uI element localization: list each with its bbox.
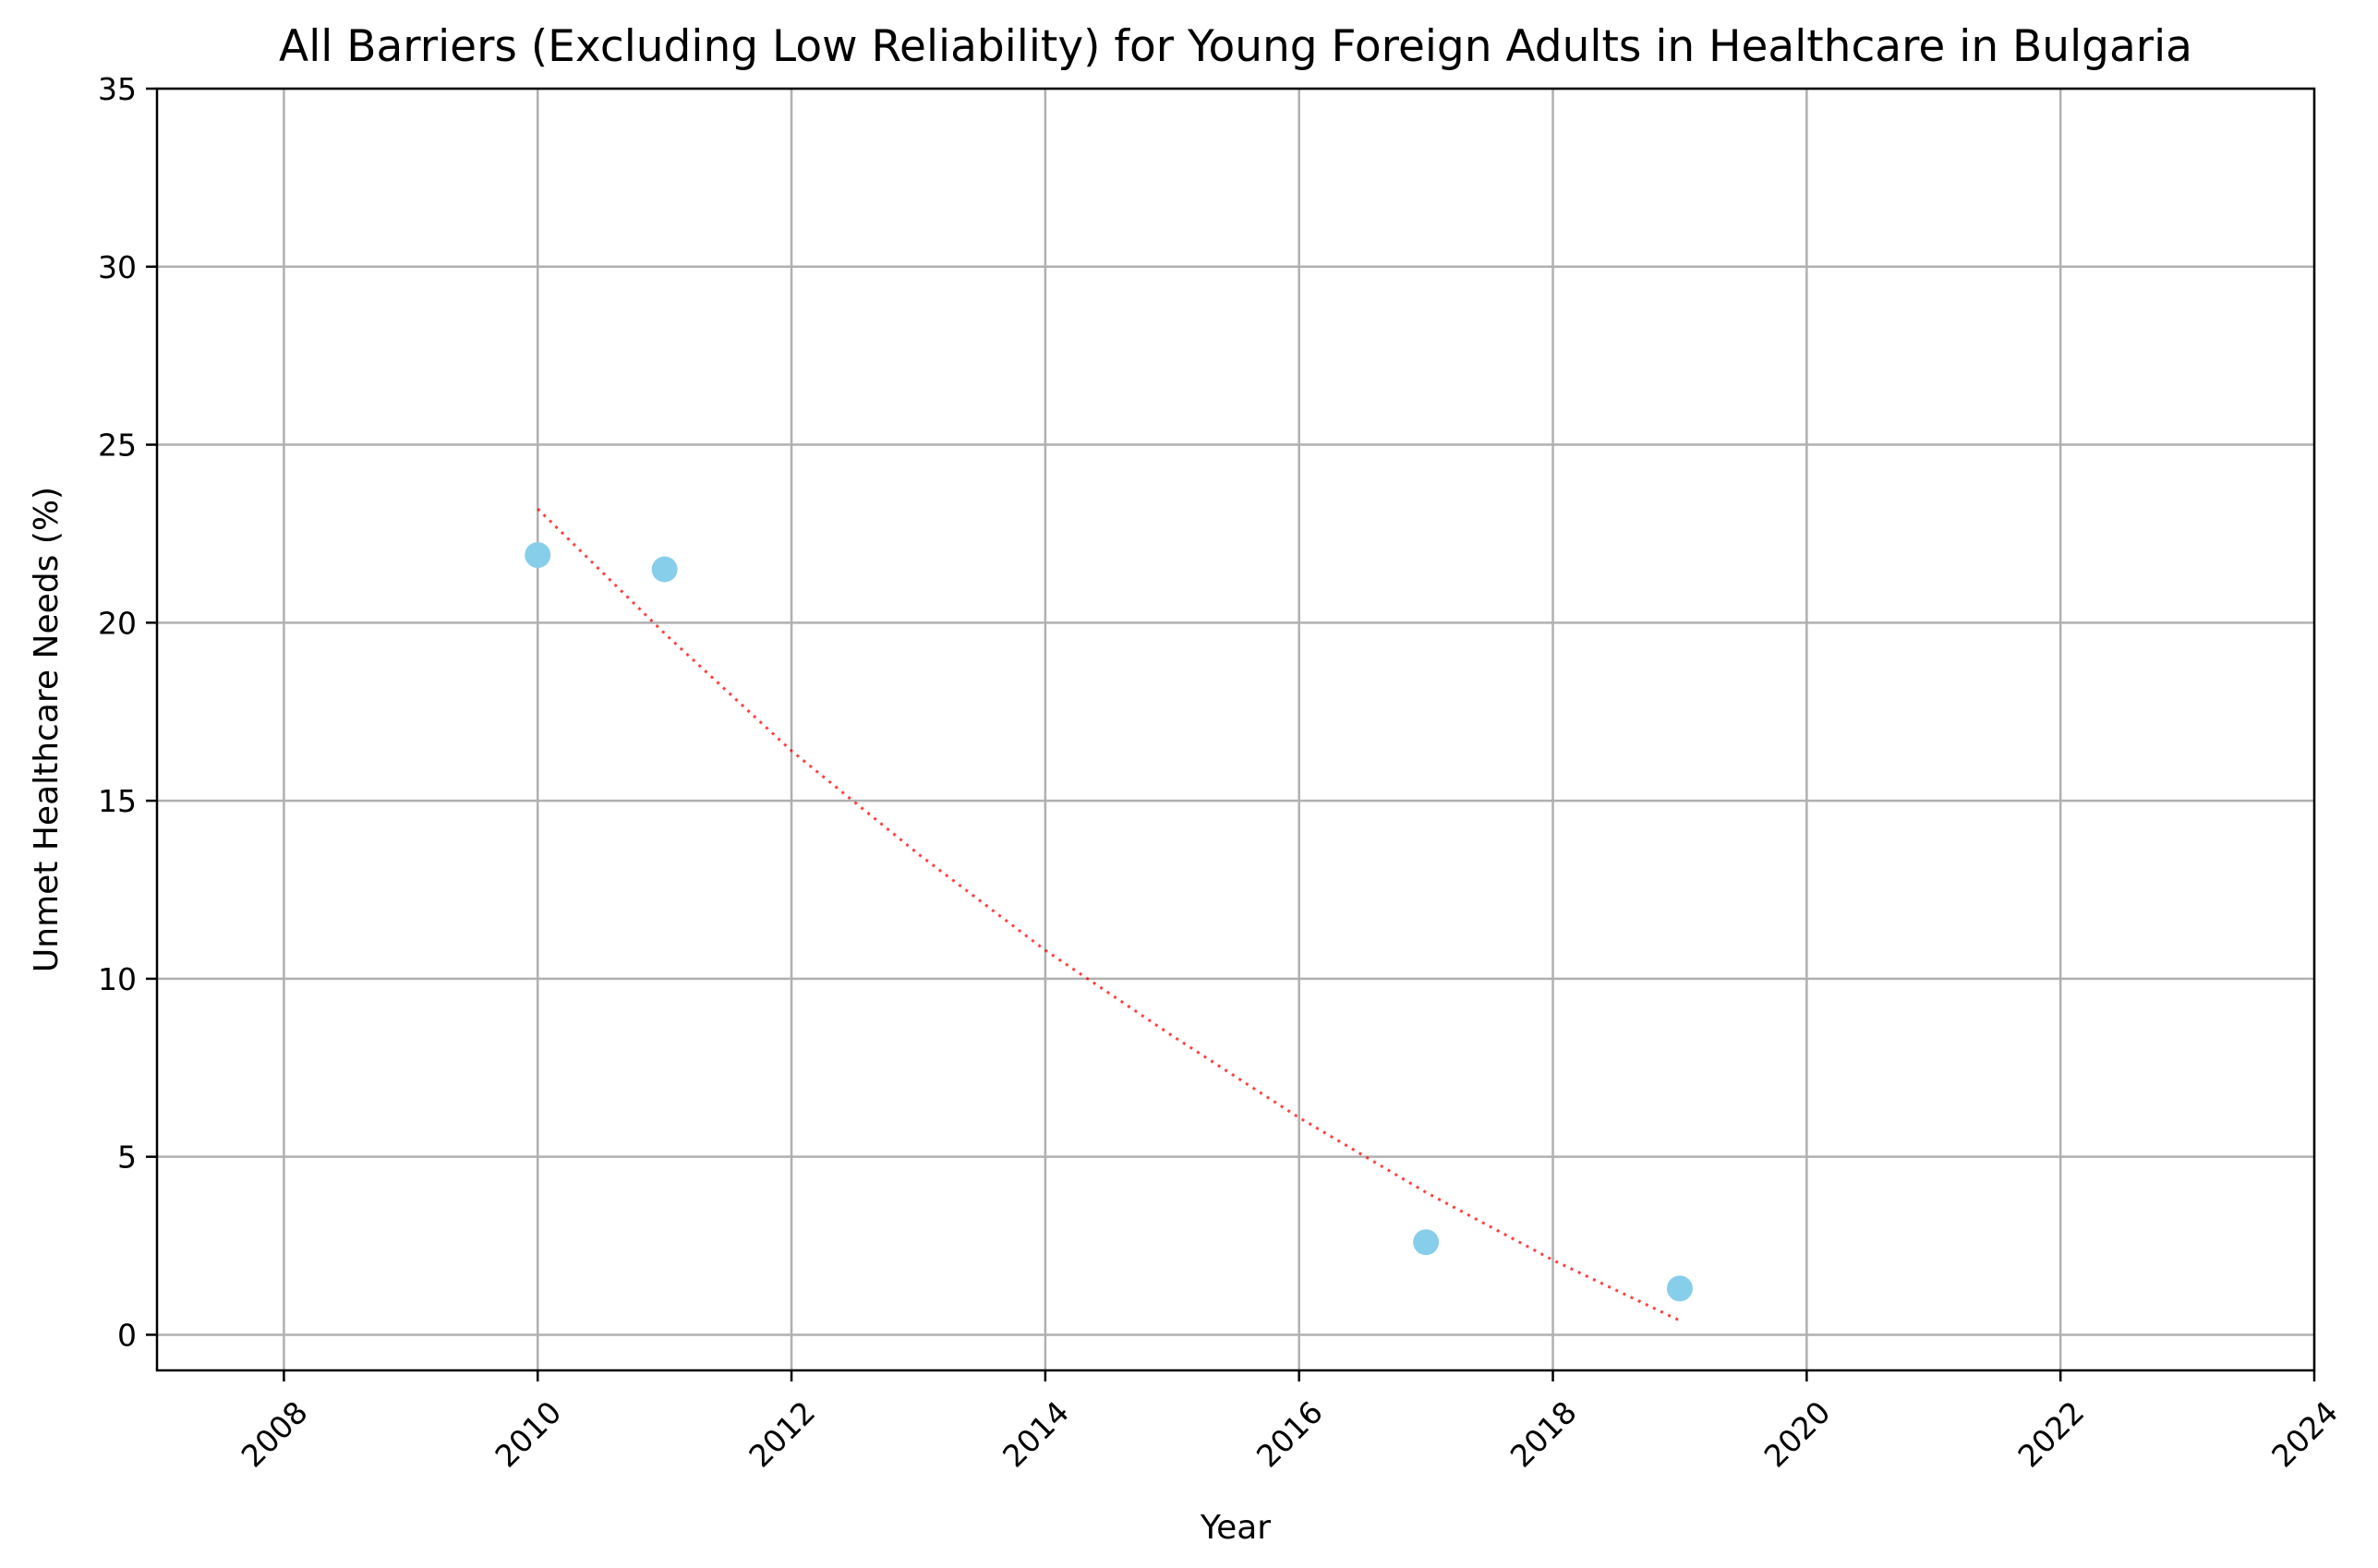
y-tick-label: 25 [98, 428, 137, 464]
y-axis-label: Unmet Healthcare Needs (%) [28, 487, 66, 972]
y-tick-label: 15 [98, 783, 137, 819]
grid [157, 87, 2316, 1370]
y-tick-label: 10 [98, 961, 137, 997]
data-point [1666, 1275, 1693, 1302]
trend-line-layer [537, 507, 1681, 1322]
y-tick-label: 0 [117, 1317, 137, 1353]
x-tick-label: 2020 [1757, 1394, 1838, 1475]
x-tick-label: 2024 [2264, 1394, 2345, 1475]
data-point [1413, 1229, 1440, 1256]
x-axis: 2008 2010 2012 2014 2016 2018 2020 2022 2024 [235, 1370, 2345, 1475]
y-tick-label: 20 [98, 605, 137, 641]
x-tick-label: 2016 [1249, 1394, 1330, 1475]
x-tick-label: 2014 [996, 1394, 1076, 1475]
y-tick-label: 30 [98, 249, 137, 285]
x-axis-label: Year [1200, 1509, 1271, 1547]
data-point [525, 542, 551, 569]
x-tick-label: 2008 [235, 1394, 315, 1475]
data-points [525, 542, 1693, 1302]
x-tick-label: 2010 [488, 1394, 568, 1475]
data-point [651, 556, 678, 583]
x-tick-label: 2022 [2010, 1394, 2091, 1475]
x-tick-label: 2018 [1503, 1394, 1584, 1475]
y-tick-label: 5 [117, 1140, 137, 1176]
chart-title: All Barriers (Excluding Low Reliability)… [279, 21, 2192, 72]
y-axis: 0 5 10 15 20 25 30 35 [98, 71, 157, 1353]
plot-frame [155, 87, 2316, 1372]
x-tick-label: 2012 [742, 1394, 822, 1475]
trend-line [537, 507, 1681, 1322]
y-tick-label: 35 [98, 71, 137, 107]
